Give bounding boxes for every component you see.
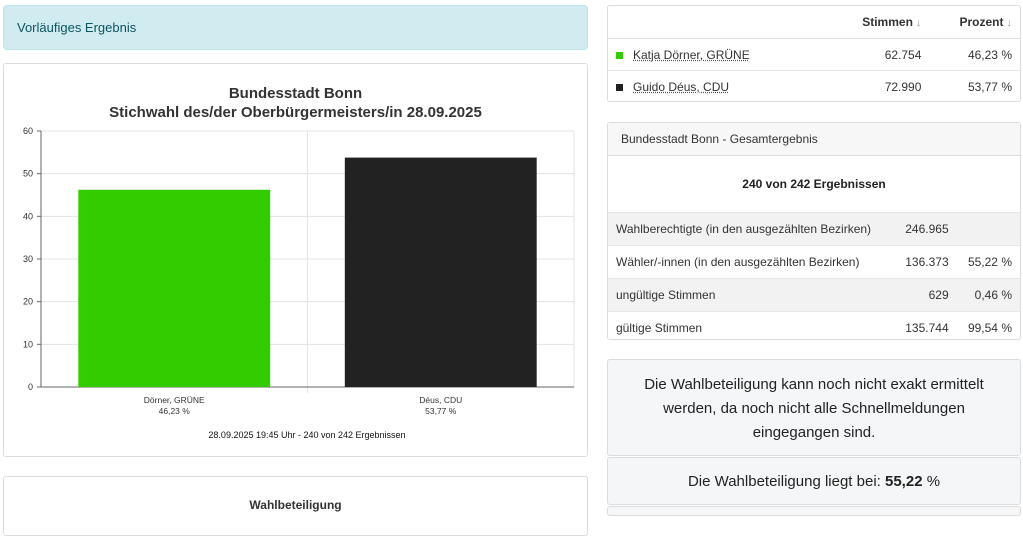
turnout-notice: Die Wahlbeteiligung kann noch nicht exak… bbox=[607, 359, 1021, 456]
y-tick-label: 40 bbox=[23, 211, 33, 221]
x-category-label: Déus, CDU bbox=[419, 395, 462, 405]
y-tick-label: 50 bbox=[23, 169, 33, 179]
sort-arrow-icon: ↓ bbox=[1007, 17, 1013, 29]
bar-chart: 28.09.2025 19:45 Uhr - 240 von 242 Ergeb… bbox=[4, 64, 589, 458]
candidate-votes: 62.754 bbox=[830, 39, 929, 71]
result-label: gültige Stimmen bbox=[608, 312, 894, 345]
result-label: Wahlberechtigte (in den ausgezählten Bez… bbox=[608, 213, 894, 246]
result-label: ungültige Stimmen bbox=[608, 279, 894, 312]
x-category-percent-label: 46,23 % bbox=[159, 406, 191, 416]
percent-header[interactable]: Prozent ↓ bbox=[929, 6, 1020, 39]
candidate-row: Katja Dörner, GRÜNE 62.754 46,23 % bbox=[608, 39, 1020, 71]
votes-header[interactable]: Stimmen ↓ bbox=[830, 6, 929, 39]
result-percent: 55,22 % bbox=[957, 246, 1020, 279]
result-value: 629 bbox=[894, 279, 957, 312]
result-percent: 99,54 % bbox=[957, 312, 1020, 345]
result-percent: 0,46 % bbox=[957, 279, 1020, 312]
x-category-percent-label: 53,77 % bbox=[425, 406, 457, 416]
bar-2 bbox=[345, 158, 537, 387]
turnout-rate-label: Die Wahlbeteiligung liegt bei: bbox=[688, 473, 881, 490]
y-tick-label: 10 bbox=[23, 339, 33, 349]
result-row: ungültige Stimmen 629 0,46 % bbox=[608, 279, 1020, 312]
alert-text: Vorläufiges Ergebnis bbox=[17, 20, 136, 35]
turnout-rate-box: Die Wahlbeteiligung liegt bei: 55,22 % bbox=[607, 457, 1021, 505]
result-percent bbox=[957, 213, 1020, 246]
candidate-percent: 53,77 % bbox=[929, 71, 1020, 103]
candidate-row: Guido Déus, CDU 72.990 53,77 % bbox=[608, 71, 1020, 103]
name-header bbox=[608, 6, 830, 39]
y-tick-label: 0 bbox=[28, 382, 33, 392]
turnout-title: Wahlbeteiligung bbox=[4, 498, 587, 512]
result-row: Wähler/-innen (in den ausgezählten Bezir… bbox=[608, 246, 1020, 279]
chart-panel: Bundesstadt Bonn Stichwahl des/der Oberb… bbox=[3, 63, 588, 457]
y-tick-label: 60 bbox=[23, 126, 33, 136]
result-value: 136.373 bbox=[894, 246, 957, 279]
overall-result-panel: Bundesstadt Bonn - Gesamtergebnis 240 vo… bbox=[607, 122, 1021, 340]
party-color-swatch bbox=[616, 52, 623, 59]
sort-arrow-icon: ↓ bbox=[916, 17, 922, 29]
turnout-notice-text: Die Wahlbeteiligung kann noch nicht exak… bbox=[608, 373, 1020, 445]
result-value: 135.744 bbox=[894, 312, 957, 345]
bar-1 bbox=[78, 190, 270, 387]
turnout-panel: Wahlbeteiligung bbox=[3, 476, 588, 536]
y-tick-label: 30 bbox=[23, 254, 33, 264]
result-row: Wahlberechtigte (in den ausgezählten Bez… bbox=[608, 213, 1020, 246]
candidate-votes: 72.990 bbox=[830, 71, 929, 103]
overall-result-table: Wahlberechtigte (in den ausgezählten Bez… bbox=[608, 212, 1020, 344]
chart-caption: 28.09.2025 19:45 Uhr - 240 von 242 Ergeb… bbox=[208, 430, 405, 440]
percent-header-label: Prozent bbox=[959, 15, 1003, 29]
candidate-percent: 46,23 % bbox=[929, 39, 1020, 71]
result-row: gültige Stimmen 135.744 99,54 % bbox=[608, 312, 1020, 345]
candidates-panel: Stimmen ↓ Prozent ↓ Katja Dörner, GRÜNE 62… bbox=[607, 5, 1021, 102]
y-tick-label: 20 bbox=[23, 297, 33, 307]
result-value: 246.965 bbox=[894, 213, 957, 246]
party-color-swatch bbox=[616, 84, 623, 91]
candidates-table: Stimmen ↓ Prozent ↓ Katja Dörner, GRÜNE 62… bbox=[608, 6, 1020, 102]
results-count: 240 von 242 Ergebnissen bbox=[608, 156, 1020, 212]
result-label: Wähler/-innen (in den ausgezählten Bezir… bbox=[608, 246, 894, 279]
preliminary-result-alert: Vorläufiges Ergebnis bbox=[3, 5, 588, 50]
next-box-edge bbox=[607, 506, 1021, 516]
turnout-rate-value: 55,22 bbox=[885, 473, 923, 490]
x-category-label: Dörner, GRÜNE bbox=[144, 395, 205, 405]
candidate-name[interactable]: Guido Déus, CDU bbox=[633, 80, 729, 94]
turnout-rate-unit: % bbox=[927, 473, 940, 490]
votes-header-label: Stimmen bbox=[862, 15, 913, 29]
overall-result-header: Bundesstadt Bonn - Gesamtergebnis bbox=[608, 123, 1020, 156]
candidate-name[interactable]: Katja Dörner, GRÜNE bbox=[633, 48, 750, 62]
